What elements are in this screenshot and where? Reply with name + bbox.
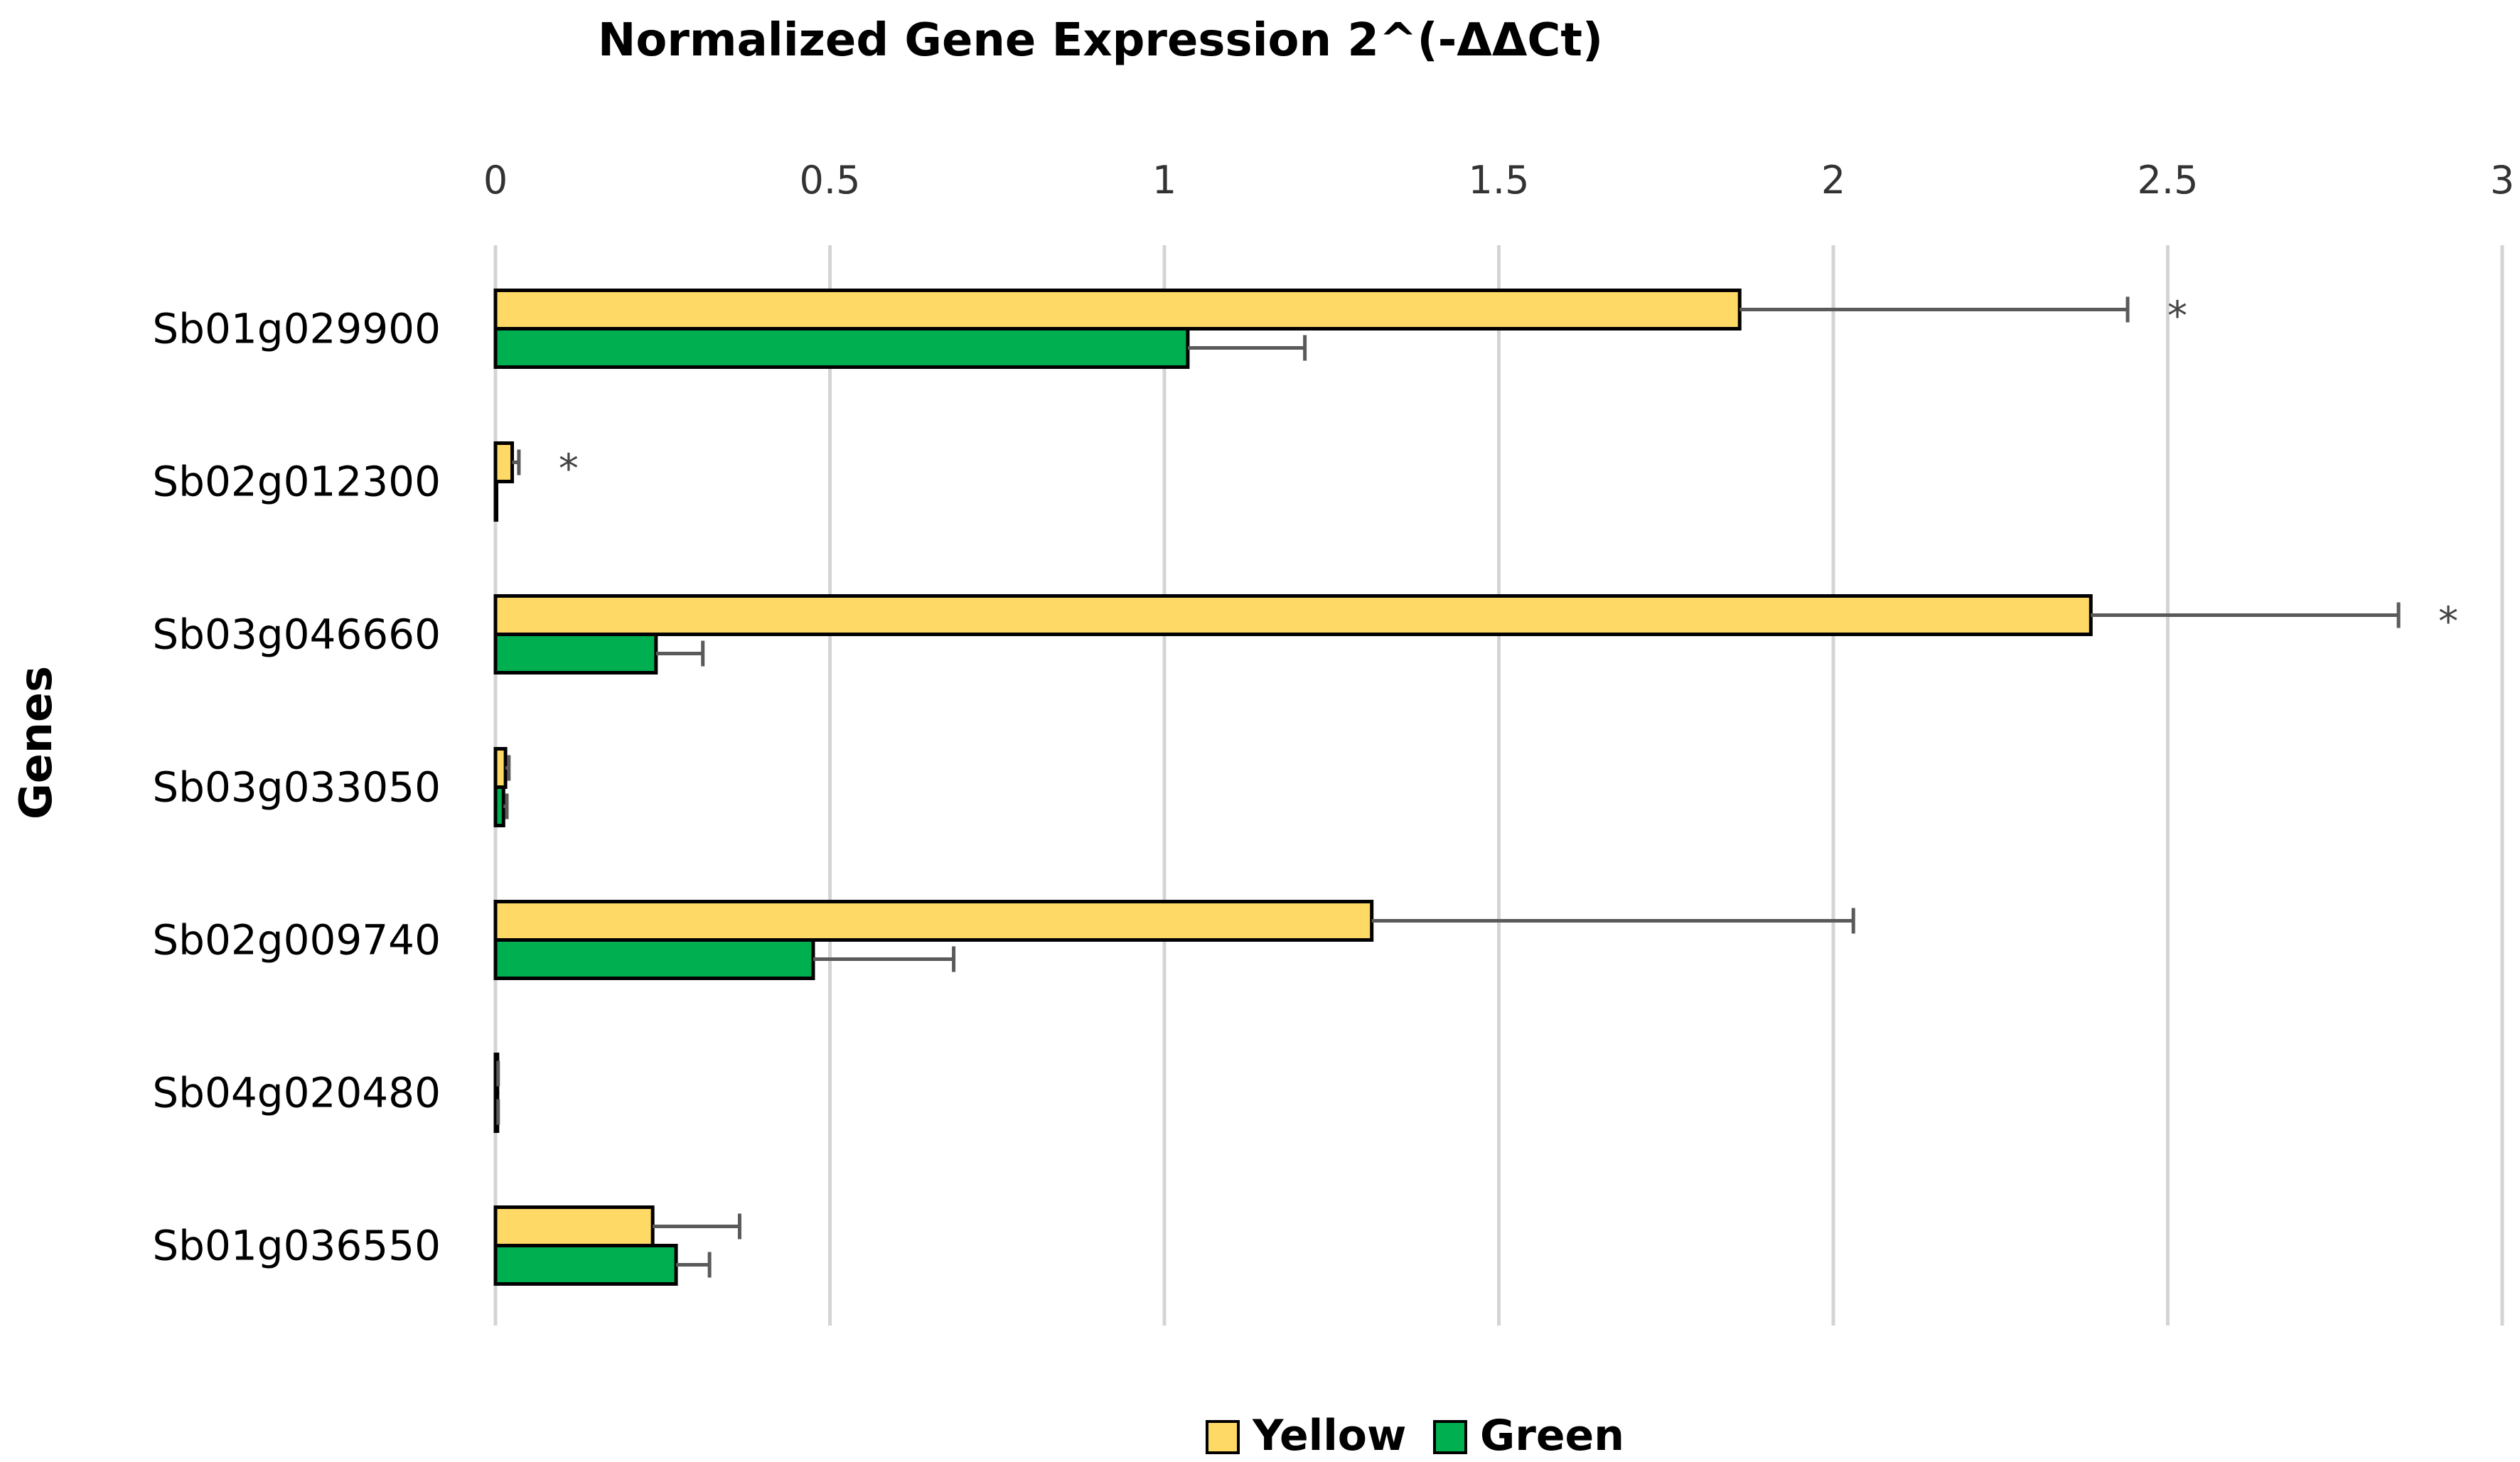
legend-swatch-green bbox=[1433, 1420, 1467, 1454]
bar-green bbox=[493, 785, 505, 827]
x-axis-ticks: 0 0.5 1 1.5 2 2.5 3 bbox=[483, 158, 2514, 203]
x-tick-label: 2.5 bbox=[2138, 158, 2199, 203]
bar-yellow bbox=[493, 1205, 655, 1247]
x-tick-label: 0 bbox=[483, 158, 508, 203]
chart-title: Normalized Gene Expression 2^(-ΔΔCt) bbox=[598, 14, 1603, 67]
category-label: Sb04g020480 bbox=[152, 1069, 441, 1117]
bar-yellow bbox=[493, 289, 1742, 330]
bars: * * * bbox=[493, 289, 2458, 1286]
y-axis-label: Genes bbox=[10, 666, 62, 819]
bar-green bbox=[493, 480, 498, 522]
legend-swatch-yellow bbox=[1206, 1420, 1240, 1454]
category-label: Sb02g009740 bbox=[152, 916, 441, 964]
significance-marker: * bbox=[559, 446, 579, 493]
category-label: Sb01g029900 bbox=[152, 305, 441, 353]
legend-label-yellow: Yellow bbox=[1252, 1411, 1406, 1461]
significance-marker: * bbox=[2438, 599, 2458, 645]
bar-yellow bbox=[493, 900, 1374, 942]
significance-marker: * bbox=[2167, 294, 2187, 340]
bar-green bbox=[493, 633, 658, 674]
x-tick-label: 3 bbox=[2490, 158, 2514, 203]
x-tick-label: 2 bbox=[1821, 158, 1845, 203]
legend: Yellow Green bbox=[1206, 1411, 1624, 1461]
bar-green bbox=[493, 938, 815, 980]
category-label: Sb01g036550 bbox=[152, 1222, 441, 1270]
category-label: Sb03g033050 bbox=[152, 763, 441, 812]
bar-green bbox=[493, 1244, 678, 1286]
x-tick-label: 1.5 bbox=[1469, 158, 1530, 203]
category-label: Sb02g012300 bbox=[152, 458, 441, 506]
bar-yellow bbox=[493, 594, 2093, 636]
bar-yellow bbox=[493, 747, 508, 789]
category-label: Sb03g046660 bbox=[152, 611, 441, 659]
bar-yellow bbox=[493, 441, 515, 483]
legend-label-green: Green bbox=[1480, 1411, 1624, 1461]
x-tick-label: 1 bbox=[1152, 158, 1176, 203]
gridlines bbox=[493, 245, 2504, 1326]
x-tick-label: 0.5 bbox=[800, 158, 861, 203]
category-labels: Sb01g029900 Sb02g012300 Sb03g046660 Sb03g03… bbox=[152, 305, 441, 1270]
bar-green bbox=[493, 327, 1190, 369]
